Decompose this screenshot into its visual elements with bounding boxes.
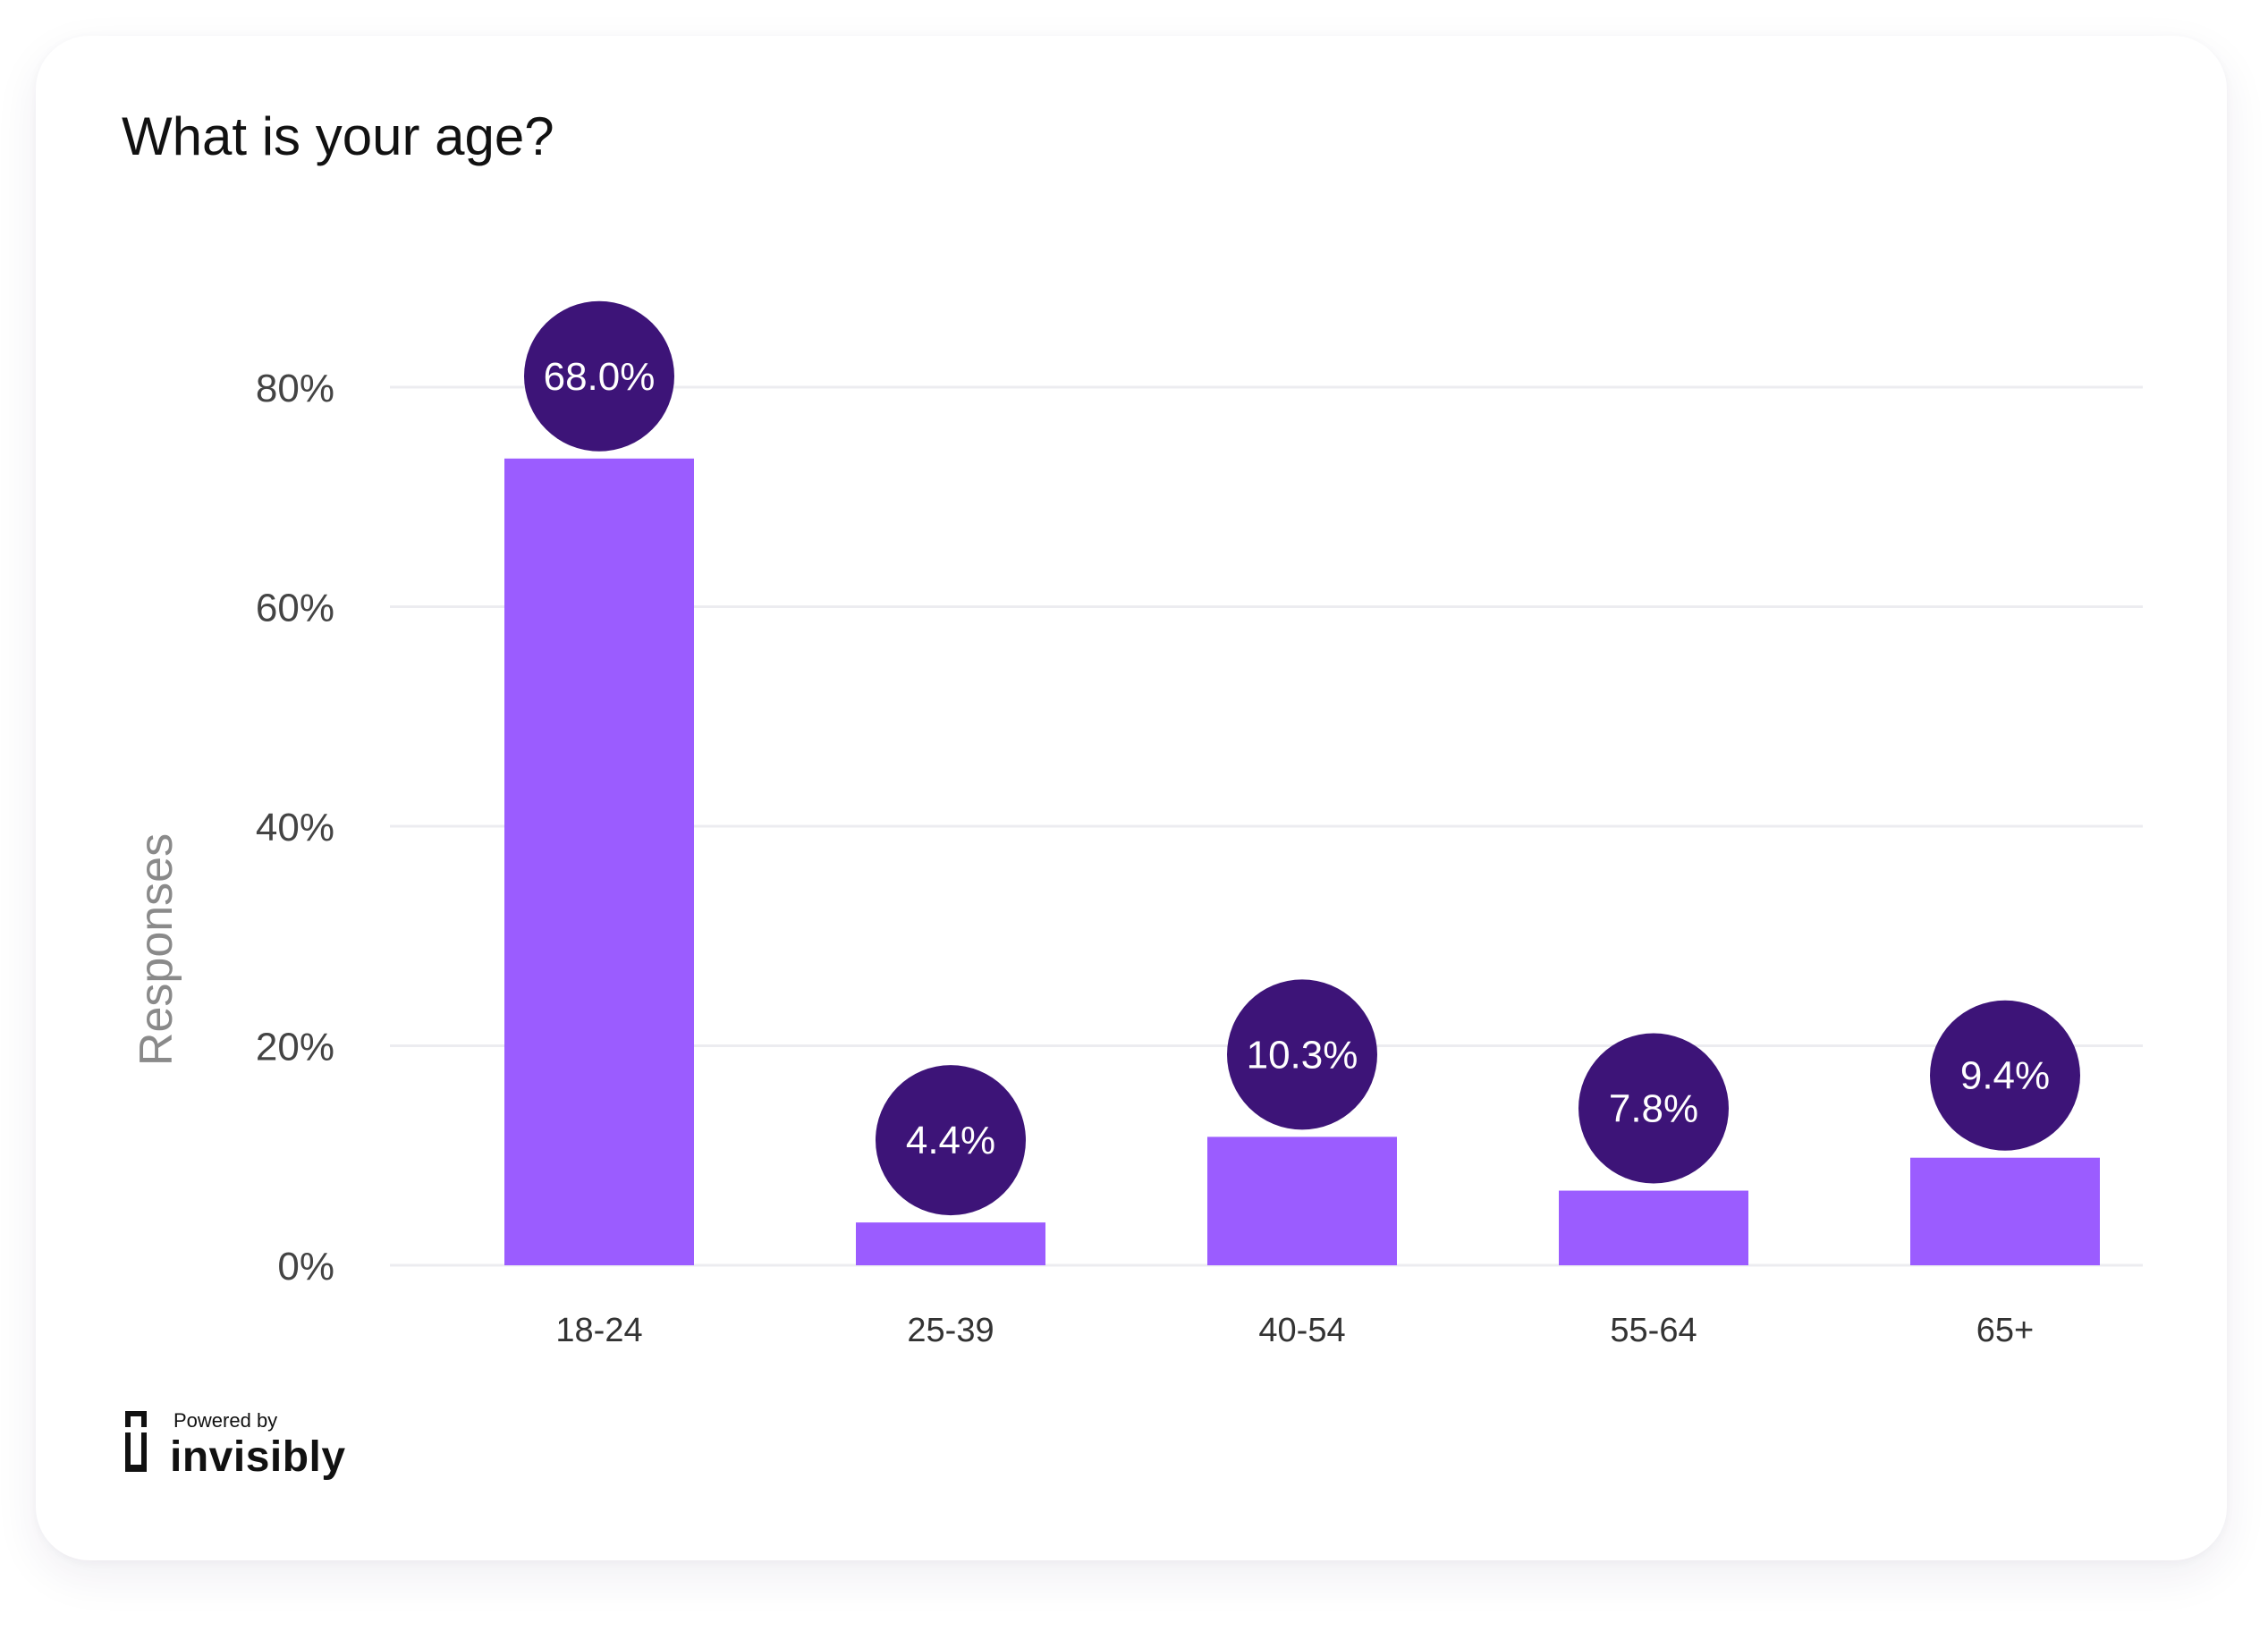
x-axis-ticks: 18-24 25-39 40-54 55-64 65+ <box>555 1312 2034 1349</box>
powered-by-branding: Powered by invisibly <box>122 1400 390 1481</box>
x-tick-label: 65+ <box>1976 1312 2034 1349</box>
y-tick-label: 80% <box>256 367 334 410</box>
powered-by-label: Powered by <box>173 1409 278 1432</box>
bar <box>1559 1190 1748 1265</box>
y-axis-label-group: Responses <box>131 833 182 1066</box>
bars <box>504 458 2100 1265</box>
invisibly-logo-icon <box>125 1411 147 1472</box>
data-label: 7.8% <box>1609 1087 1698 1131</box>
x-tick-label: 55-64 <box>1610 1312 1697 1349</box>
y-axis-label: Responses <box>131 833 182 1066</box>
bar <box>504 458 694 1265</box>
y-tick-label: 0% <box>277 1245 334 1289</box>
x-tick-label: 25-39 <box>907 1312 994 1349</box>
data-labels: 68.0% 4.4% 10.3% 7.8% 9.4% <box>524 300 2080 1216</box>
data-label-bubble <box>876 1065 1026 1216</box>
data-label-bubble <box>524 300 674 452</box>
data-label-bubble <box>1578 1033 1729 1184</box>
data-label-bubble <box>1930 1000 2080 1151</box>
x-tick-label: 18-24 <box>555 1312 642 1349</box>
y-axis-ticks: 0% 20% 40% 60% 80% <box>256 367 334 1289</box>
data-label-bubble <box>1227 979 1377 1130</box>
x-tick-label: 40-54 <box>1258 1312 1345 1349</box>
chart-card <box>36 36 2227 1560</box>
bar <box>1207 1137 1397 1265</box>
y-tick-label: 60% <box>256 587 334 630</box>
data-label: 4.4% <box>906 1119 995 1162</box>
brand-name: invisibly <box>170 1433 346 1481</box>
chart-title: What is your age? <box>122 106 554 166</box>
y-tick-label: 20% <box>256 1026 334 1069</box>
bar <box>1910 1157 2100 1265</box>
bar <box>856 1222 1045 1265</box>
data-label: 68.0% <box>544 355 656 399</box>
data-label: 10.3% <box>1247 1033 1358 1077</box>
y-tick-label: 40% <box>256 806 334 849</box>
data-label: 9.4% <box>1960 1054 2050 1098</box>
